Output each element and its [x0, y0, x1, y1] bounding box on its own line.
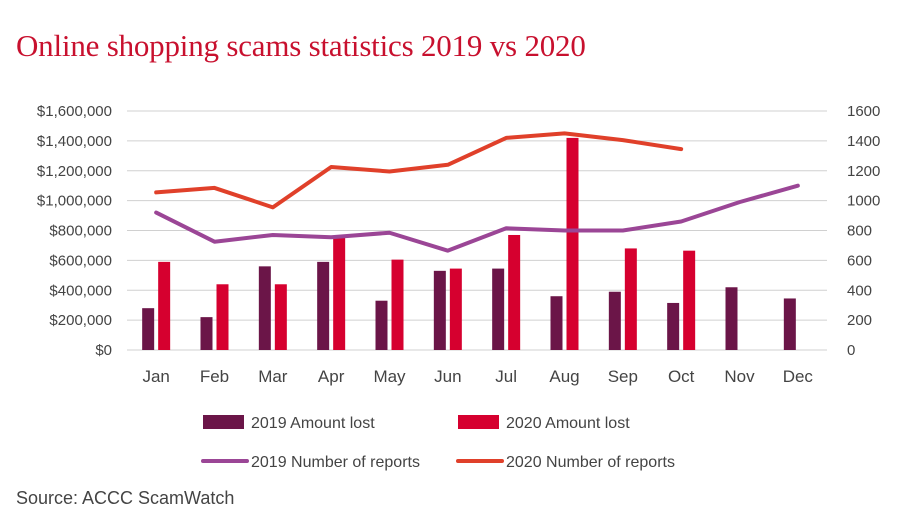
- chart-title: Online shopping scams statistics 2019 vs…: [16, 28, 586, 63]
- x-tick-label: Nov: [724, 367, 755, 386]
- bar-2020-amount-lost: [624, 248, 637, 350]
- legend-swatch: [203, 415, 244, 429]
- y-right-tick-label: 400: [847, 282, 872, 299]
- bar-2020-amount-lost: [391, 259, 404, 350]
- bar-2019-amount-lost: [433, 270, 446, 350]
- y-left-tick-label: $200,000: [49, 312, 112, 329]
- bar-2020-amount-lost: [683, 250, 696, 350]
- bar-2020-amount-lost: [158, 261, 171, 350]
- y-left-tick-label: $1,000,000: [37, 193, 112, 210]
- y-right-tick-label: 1000: [847, 193, 880, 210]
- y-left-tick-label: $1,200,000: [37, 163, 112, 180]
- y-left-tick-label: $1,400,000: [37, 133, 112, 150]
- legend-label: 2019 Number of reports: [251, 454, 420, 471]
- x-tick-label: Mar: [258, 367, 288, 386]
- legend-swatch: [458, 415, 499, 429]
- bar-2019-amount-lost: [258, 266, 271, 350]
- x-tick-label: Aug: [549, 367, 579, 386]
- bar-2020-amount-lost: [566, 137, 579, 350]
- y-right-tick-label: 1200: [847, 163, 880, 180]
- line-2020-number-of-reports: [154, 131, 684, 210]
- bar-2019-amount-lost: [783, 298, 796, 350]
- y-right-tick-label: 0: [847, 342, 855, 359]
- bar-2020-amount-lost: [508, 234, 521, 350]
- bar-2020-amount-lost: [333, 236, 346, 350]
- bar-2019-amount-lost: [492, 268, 505, 350]
- y-right-tick-label: 1600: [847, 103, 880, 120]
- combo-chart: $0 0 $200,000 200 $400,000 400 $600,000 600 $800…: [37, 103, 880, 471]
- legend-label: 2020 Number of reports: [506, 454, 675, 471]
- y-left-tick-label: $400,000: [49, 282, 112, 299]
- y-right-tick-label: 600: [847, 252, 872, 269]
- x-tick-label: Apr: [318, 367, 345, 386]
- y-right-tick-label: 1400: [847, 133, 880, 150]
- legend-label: 2020 Amount lost: [506, 415, 630, 432]
- line-2019-number-of-reports: [154, 183, 800, 253]
- y-left-tick-label: $0: [95, 342, 112, 359]
- x-tick-label: Jan: [142, 367, 169, 386]
- bar-2019-amount-lost: [142, 308, 155, 350]
- bar-2019-amount-lost: [608, 291, 621, 350]
- x-tick-label: May: [373, 367, 406, 386]
- x-tick-label: Jun: [434, 367, 461, 386]
- bar-2019-amount-lost: [725, 287, 738, 350]
- x-tick-label: Sep: [608, 367, 638, 386]
- bar-2020-amount-lost: [274, 284, 287, 350]
- bar-2020-amount-lost: [216, 284, 229, 350]
- y-left-tick-label: $800,000: [49, 223, 112, 240]
- x-tick-label: Jul: [495, 367, 517, 386]
- bar-2019-amount-lost: [200, 317, 213, 350]
- y-left-tick-label: $600,000: [49, 252, 112, 269]
- bar-2019-amount-lost: [317, 261, 330, 350]
- bar-2020-amount-lost: [449, 268, 462, 350]
- bar-2019-amount-lost: [667, 302, 680, 350]
- x-tick-label: Oct: [668, 367, 695, 386]
- y-right-tick-label: 800: [847, 223, 872, 240]
- y-right-tick-label: 200: [847, 312, 872, 329]
- x-tick-label: Feb: [200, 367, 229, 386]
- bar-2019-amount-lost: [550, 296, 563, 350]
- source-note: Source: ACCC ScamWatch: [16, 488, 235, 508]
- x-tick-label: Dec: [783, 367, 814, 386]
- y-left-tick-label: $1,600,000: [37, 103, 112, 120]
- legend-label: 2019 Amount lost: [251, 415, 375, 432]
- bar-2019-amount-lost: [375, 300, 388, 350]
